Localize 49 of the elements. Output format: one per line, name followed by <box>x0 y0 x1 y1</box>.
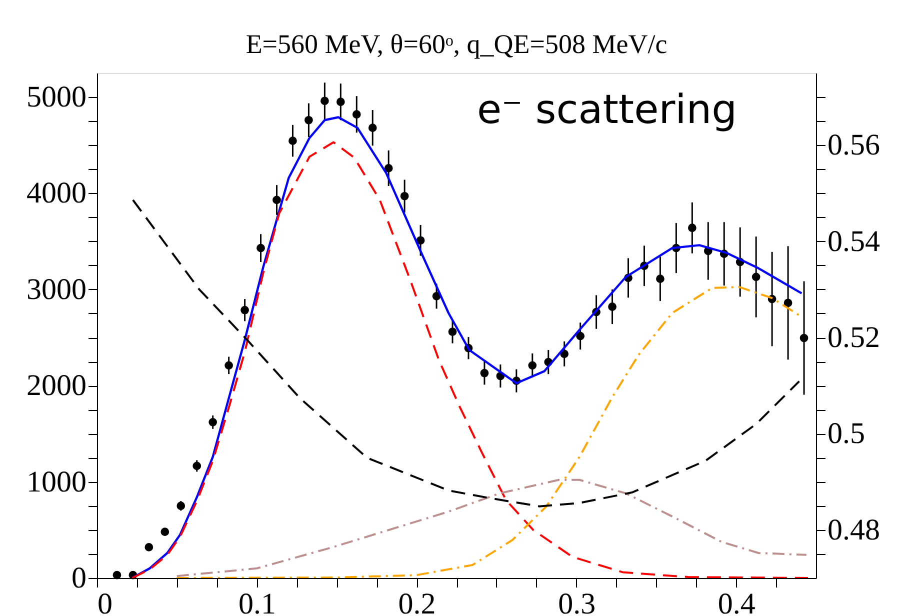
y2-tick-label: 0.5 <box>828 417 865 450</box>
y-tick-label: 2000 <box>26 369 86 402</box>
point <box>368 124 377 132</box>
x-tick-label: 0.2 <box>398 588 436 616</box>
point <box>336 98 345 106</box>
point <box>304 116 313 124</box>
point <box>176 502 186 510</box>
point <box>320 96 329 106</box>
point <box>208 418 218 426</box>
y-tick-label: 1000 <box>26 465 86 498</box>
point <box>160 528 170 536</box>
point <box>784 298 792 308</box>
y2-tick-label: 0.54 <box>828 224 880 258</box>
point <box>384 164 393 172</box>
x-tick-label: 0.4 <box>718 588 756 616</box>
point <box>400 192 409 200</box>
y2-tick-label: 0.52 <box>828 321 880 354</box>
point <box>416 236 425 245</box>
point <box>800 334 808 342</box>
x-tick-label: 0.3 <box>558 588 596 616</box>
line-series <box>132 198 800 508</box>
point <box>288 136 297 145</box>
point <box>144 543 154 552</box>
point <box>688 224 696 232</box>
line-series <box>176 478 808 578</box>
y2-tick-label: 0.56 <box>828 128 880 162</box>
point <box>576 332 585 340</box>
point <box>448 328 457 336</box>
point <box>240 306 249 314</box>
chart-title: E=560 MeV, θ=60ᵒ, q_QE=508 MeV/c <box>246 29 668 59</box>
point <box>480 368 489 378</box>
y-tick-label: 4000 <box>26 176 86 210</box>
point <box>112 570 122 580</box>
point <box>272 196 281 204</box>
point <box>256 244 265 252</box>
y2-tick-label: 0.48 <box>828 513 880 546</box>
y-tick-label: 0 <box>72 562 86 594</box>
point <box>224 361 233 370</box>
point <box>656 274 664 284</box>
x-tick-label: 0.1 <box>238 588 276 616</box>
point <box>352 110 361 119</box>
y-tick-label: 3000 <box>26 272 86 306</box>
point <box>528 361 537 370</box>
annotation: e⁻ scattering <box>476 87 737 133</box>
point <box>192 462 202 470</box>
x-tick-label: 0 <box>98 588 112 616</box>
point <box>752 272 760 282</box>
point <box>608 302 616 311</box>
y-tick-label: 5000 <box>26 80 86 114</box>
